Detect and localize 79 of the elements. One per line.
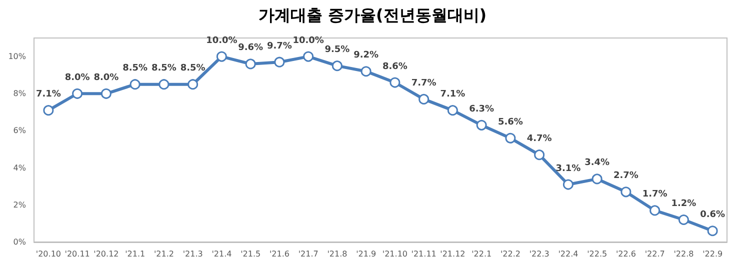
x-tick-label: '20.11	[64, 250, 90, 258]
data-label: 7.7%	[411, 78, 436, 88]
point	[650, 205, 660, 216]
point	[678, 214, 689, 225]
y-tick-label: 8%	[13, 89, 26, 98]
x-tick-label: '22.5	[587, 250, 608, 258]
data-label: 10.0%	[206, 36, 238, 46]
point	[303, 51, 314, 62]
point	[534, 150, 545, 160]
point	[707, 226, 718, 236]
point	[216, 51, 227, 62]
data-label: 9.6%	[238, 43, 264, 54]
point	[620, 186, 632, 198]
point	[130, 79, 140, 90]
data-label: 0.6%	[700, 210, 726, 220]
x-tick-label: '22.7	[644, 250, 665, 258]
point	[562, 179, 574, 190]
point	[390, 77, 400, 88]
point	[360, 66, 372, 77]
data-label: 9.7%	[266, 41, 292, 52]
data-label: 5.6%	[498, 117, 523, 128]
x-tick-label: '21.6	[269, 250, 290, 258]
x-tick-label: '21.1	[125, 250, 146, 258]
data-label: 3.1%	[556, 164, 581, 174]
point	[447, 105, 458, 116]
data-label: 3.4%	[584, 158, 610, 168]
data-label: 7.1%	[440, 90, 466, 100]
x-tick-label: '21.4	[212, 250, 232, 258]
point	[592, 174, 602, 184]
point	[245, 58, 256, 70]
x-tick-label: '21.10	[382, 250, 408, 258]
point	[332, 60, 342, 72]
x-tick-label: '20.12	[94, 250, 119, 258]
y-tick-label: 0%	[13, 238, 26, 246]
data-label: 8.5%	[122, 64, 148, 74]
point	[188, 79, 198, 90]
x-tick-label: '22.1	[472, 250, 492, 258]
x-tick-label: '21.11	[411, 250, 436, 258]
data-label: 2.7%	[613, 171, 638, 182]
point	[274, 56, 285, 68]
x-tick-label: '21.3	[182, 250, 203, 258]
x-tick-label: '22.8	[674, 250, 694, 258]
x-tick-label: '21.12	[440, 250, 466, 258]
point	[158, 79, 170, 90]
point	[476, 120, 487, 130]
data-label: 4.7%	[526, 134, 552, 144]
data-label: 8.0%	[94, 72, 119, 83]
data-label: 9.2%	[354, 50, 379, 61]
x-tick-label: '20.10	[36, 250, 61, 258]
point	[43, 105, 54, 116]
y-tick-label: 6%	[13, 126, 26, 136]
chart-title: 가계대출 증가율(전년동월대비)	[258, 6, 487, 24]
data-label: 1.7%	[642, 190, 668, 200]
point	[100, 88, 112, 99]
data-label: 8.6%	[382, 62, 408, 72]
data-label: 6.3%	[469, 104, 494, 114]
x-tick-label: '22.9	[702, 250, 723, 258]
data-label: 8.5%	[180, 64, 206, 74]
x-tick-label: '22.2	[500, 250, 520, 258]
y-tick-label: 4%	[13, 163, 26, 172]
point	[72, 88, 83, 99]
x-tick-label: '22.6	[616, 250, 636, 258]
y-tick-label: 2%	[13, 200, 26, 210]
x-tick-label: '21.5	[240, 250, 261, 258]
data-label: 10.0%	[292, 36, 324, 46]
x-tick-label: '21.9	[356, 250, 376, 258]
x-tick-label: '22.4	[558, 250, 578, 258]
point	[505, 132, 516, 144]
data-label: 7.1%	[36, 90, 61, 100]
data-label: 9.5%	[324, 45, 350, 56]
x-tick-label: '21.7	[298, 250, 318, 258]
x-tick-label: '21.8	[327, 250, 348, 258]
data-label: 1.2%	[671, 198, 696, 209]
x-tick-label: '21.2	[154, 250, 174, 258]
data-label: 8.0%	[64, 72, 90, 83]
y-tick-label: 10%	[8, 52, 26, 62]
point	[418, 94, 430, 104]
data-label: 8.5%	[151, 64, 176, 74]
x-tick-label: '22.3	[529, 250, 550, 258]
